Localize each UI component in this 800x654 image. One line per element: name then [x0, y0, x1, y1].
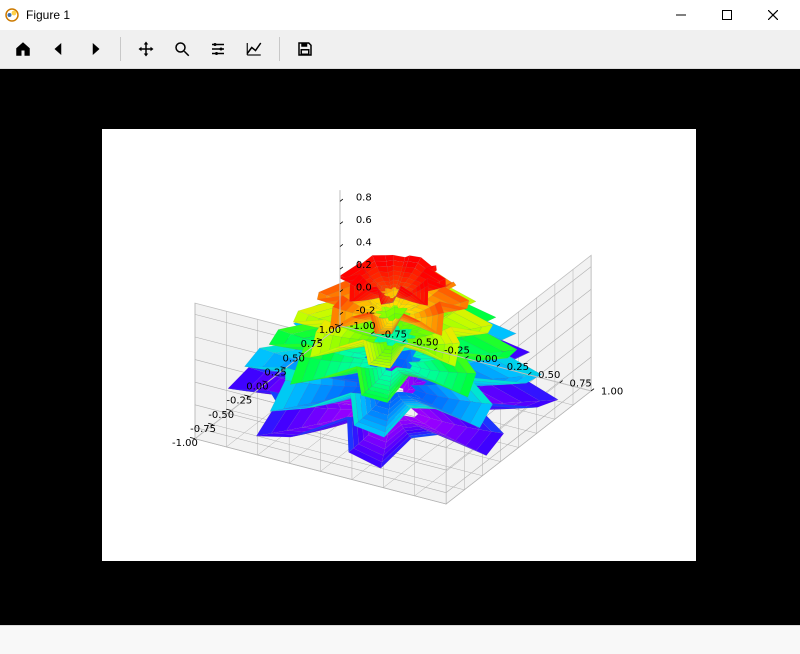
app-icon	[4, 7, 20, 23]
canvas-area: -1.00 -0.75 -0.50 -0.25 0.00 0.25 0.50 0.75 1.00…	[0, 69, 800, 625]
svg-text:-1.00: -1.00	[350, 321, 376, 332]
svg-text:0.2: 0.2	[356, 260, 372, 271]
svg-text:0.75: 0.75	[570, 378, 592, 389]
svg-text:-1.00: -1.00	[172, 438, 198, 449]
svg-text:-0.75: -0.75	[190, 424, 216, 435]
svg-text:0.25: 0.25	[264, 367, 286, 378]
window-close-button[interactable]	[750, 0, 796, 30]
svg-text:0.6: 0.6	[356, 215, 372, 226]
svg-text:-0.25: -0.25	[226, 396, 252, 407]
edit-axis-button[interactable]	[237, 34, 271, 64]
svg-text:0.75: 0.75	[301, 339, 323, 350]
pan-button[interactable]	[129, 34, 163, 64]
plot-3d-surface[interactable]: -1.00 -0.75 -0.50 -0.25 0.00 0.25 0.50 0.75 1.00…	[102, 129, 696, 561]
toolbar-separator	[279, 37, 280, 61]
svg-text:0.0: 0.0	[356, 283, 372, 294]
svg-text:-0.2: -0.2	[356, 305, 376, 316]
mpl-toolbar	[0, 30, 800, 69]
window-titlebar: Figure 1	[0, 0, 800, 30]
svg-text:-0.75: -0.75	[381, 329, 407, 340]
figure-panel[interactable]: -1.00 -0.75 -0.50 -0.25 0.00 0.25 0.50 0.75 1.00…	[102, 129, 696, 561]
svg-text:0.8: 0.8	[356, 192, 372, 203]
svg-text:0.25: 0.25	[507, 362, 529, 373]
svg-text:-0.50: -0.50	[208, 410, 234, 421]
svg-text:0.50: 0.50	[538, 370, 560, 381]
svg-text:1.00: 1.00	[601, 386, 623, 397]
svg-text:0.00: 0.00	[246, 382, 268, 393]
toolbar-separator	[120, 37, 121, 61]
save-button[interactable]	[288, 34, 322, 64]
window-title: Figure 1	[26, 8, 70, 22]
home-button[interactable]	[6, 34, 40, 64]
window-maximize-button[interactable]	[704, 0, 750, 30]
svg-text:-0.25: -0.25	[444, 346, 470, 357]
forward-button[interactable]	[78, 34, 112, 64]
svg-text:-0.50: -0.50	[413, 337, 439, 348]
window-minimize-button[interactable]	[658, 0, 704, 30]
configure-subplots-button[interactable]	[201, 34, 235, 64]
status-bar	[0, 625, 800, 654]
svg-text:0.00: 0.00	[475, 354, 497, 365]
zoom-button[interactable]	[165, 34, 199, 64]
svg-text:0.4: 0.4	[356, 238, 372, 249]
svg-text:1.00: 1.00	[319, 325, 341, 336]
back-button[interactable]	[42, 34, 76, 64]
svg-text:0.50: 0.50	[283, 353, 305, 364]
